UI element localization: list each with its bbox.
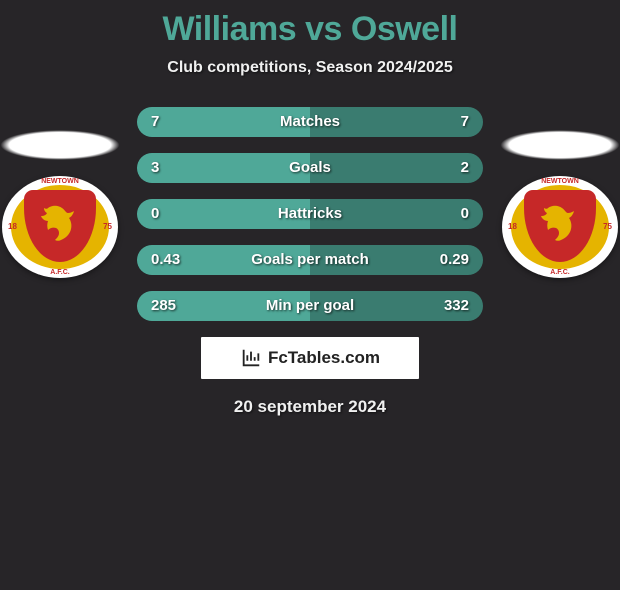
crest-year-right: 75	[103, 222, 112, 231]
title-vs: vs	[305, 10, 342, 48]
stat-row: 0.43Goals per match0.29	[137, 245, 483, 275]
stat-value-right: 7	[461, 107, 469, 137]
title-player1: Williams	[163, 10, 297, 48]
stat-label: Goals	[137, 153, 483, 183]
stat-row: 0Hattricks0	[137, 199, 483, 229]
stat-label: Hattricks	[137, 199, 483, 229]
crest-bottom-text: A.F.C.	[510, 269, 610, 276]
brand-box: FcTables.com	[201, 337, 419, 379]
subtitle: Club competitions, Season 2024/2025	[0, 59, 620, 77]
dragon-icon	[536, 202, 584, 250]
club-crest-left: NEWTOWN 18 75 A.F.C.	[10, 184, 110, 270]
date-text: 20 september 2024	[0, 397, 620, 417]
stat-label: Matches	[137, 107, 483, 137]
badge-right: NEWTOWN 18 75 A.F.C.	[500, 130, 620, 270]
title-player2: Oswell	[351, 10, 458, 48]
bar-chart-icon	[240, 347, 262, 369]
stat-bars: 7Matches7 3Goals2 0Hattricks0 0.43Goals per…	[137, 107, 483, 321]
stat-row: 7Matches7	[137, 107, 483, 137]
crest-year-right: 75	[603, 222, 612, 231]
club-crest-right: NEWTOWN 18 75 A.F.C.	[510, 184, 610, 270]
dragon-icon	[36, 202, 84, 250]
stat-value-right: 332	[444, 291, 469, 321]
badge-left: NEWTOWN 18 75 A.F.C.	[0, 130, 120, 270]
crest-year-left: 18	[8, 222, 17, 231]
stat-label: Goals per match	[137, 245, 483, 275]
ellipse-shadow	[0, 130, 120, 160]
stat-row: 3Goals2	[137, 153, 483, 183]
stat-row: 285Min per goal332	[137, 291, 483, 321]
crest-top-text: NEWTOWN	[10, 178, 110, 185]
stat-value-right: 0	[461, 199, 469, 229]
stat-label: Min per goal	[137, 291, 483, 321]
stat-value-right: 2	[461, 153, 469, 183]
stat-value-right: 0.29	[440, 245, 469, 275]
page-title: Williams vs Oswell	[0, 10, 620, 49]
crest-top-text: NEWTOWN	[510, 178, 610, 185]
crest-year-left: 18	[508, 222, 517, 231]
ellipse-shadow	[500, 130, 620, 160]
brand-text: FcTables.com	[268, 348, 380, 368]
crest-bottom-text: A.F.C.	[10, 269, 110, 276]
